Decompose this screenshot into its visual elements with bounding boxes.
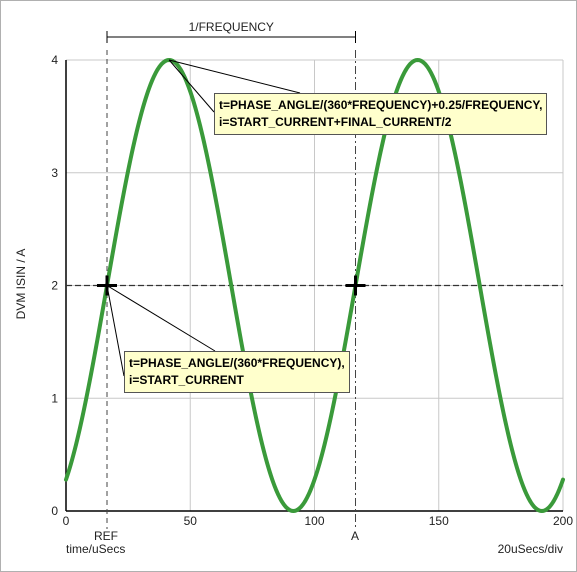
scale-label: 20uSecs/div bbox=[498, 542, 563, 556]
peak-leader-line bbox=[168, 59, 215, 113]
start-annotation: t=PHASE_ANGLE/(360*FREQUENCY), i=START_C… bbox=[124, 351, 350, 393]
start-annotation-line-1: t=PHASE_ANGLE/(360*FREQUENCY), bbox=[129, 356, 345, 370]
period-bracket: 1/FREQUENCY bbox=[106, 20, 357, 43]
x-tick-label: 50 bbox=[184, 514, 198, 528]
start-leader-line bbox=[106, 285, 125, 377]
start-leader-line bbox=[106, 285, 216, 352]
x-axis-label: time/uSecs bbox=[66, 542, 125, 556]
peak-annotation: t=PHASE_ANGLE/(360*FREQUENCY)+0.25/FREQU… bbox=[214, 93, 548, 135]
y-tick-label: 1 bbox=[51, 391, 58, 405]
x-tick-label: 100 bbox=[304, 514, 324, 528]
tick-labels: 0 50 100 150 200 0 1 2 3 4 bbox=[51, 53, 573, 528]
bracket-label: 1/FREQUENCY bbox=[189, 20, 274, 34]
start-annotation-line-2: i=START_CURRENT bbox=[129, 373, 244, 387]
y-axis-label: DVM ISIN / A bbox=[14, 249, 28, 320]
x-tick-label: 200 bbox=[553, 514, 573, 528]
peak-annotation-line-2: i=START_CURRENT+FINAL_CURRENT/2 bbox=[219, 115, 452, 129]
annotation-leaders bbox=[106, 59, 301, 377]
a-marker-label: A bbox=[351, 529, 359, 543]
y-tick-label: 4 bbox=[51, 53, 58, 67]
y-tick-label: 2 bbox=[51, 279, 58, 293]
x-tick-label: 150 bbox=[429, 514, 449, 528]
ref-marker-label: REF bbox=[94, 529, 118, 543]
y-tick-label: 3 bbox=[51, 166, 58, 180]
peak-annotation-line-1: t=PHASE_ANGLE/(360*FREQUENCY)+0.25/FREQU… bbox=[219, 98, 543, 112]
peak-leader-line bbox=[169, 59, 301, 94]
x-tick-label: 0 bbox=[63, 514, 70, 528]
sine-series-line bbox=[64, 58, 565, 513]
y-tick-label: 0 bbox=[51, 504, 58, 518]
